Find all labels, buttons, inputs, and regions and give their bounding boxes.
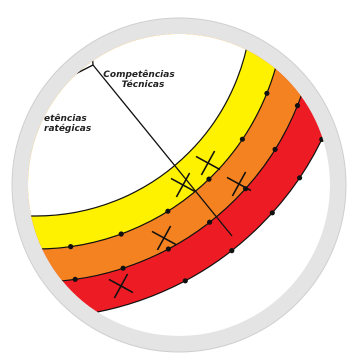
cross-marker: [226, 171, 252, 197]
boundary-dot: [165, 208, 171, 214]
boundary-dot: [120, 265, 126, 271]
boundary-dot: [182, 278, 188, 284]
core-white-area: [28, 34, 253, 217]
boundary-dot: [239, 136, 245, 142]
boundary-dot: [118, 231, 124, 237]
boundary-dot: [207, 219, 213, 225]
boundary-dot: [269, 210, 275, 216]
boundary-dot: [294, 103, 301, 109]
cross-marker: [170, 172, 196, 198]
boundary-dot: [309, 56, 315, 62]
frame-edge: [11, 17, 347, 353]
boundary-dot: [297, 175, 303, 181]
cross-marker: [108, 273, 134, 299]
divider-line-main: [92, 64, 233, 237]
boundary-dot: [272, 146, 278, 152]
label-strategic-line1: etências: [44, 113, 87, 124]
label-technical-line1: Competências: [103, 69, 175, 80]
cross-markers: [108, 150, 252, 299]
label-technical-line2: Técnicas: [122, 79, 165, 90]
cross-marker: [195, 150, 221, 176]
boundary-dot: [206, 176, 212, 182]
boundary-dot: [336, 96, 341, 101]
boundary-dot: [278, 40, 284, 46]
boundary-dot: [229, 248, 235, 254]
label-strategic-line2: ratégicas: [44, 123, 92, 134]
boundary-dot: [165, 246, 171, 252]
cross-marker: [151, 225, 177, 251]
boundary-dot: [72, 276, 78, 282]
boundary-dot: [68, 244, 74, 250]
boundary-dot: [264, 90, 270, 96]
